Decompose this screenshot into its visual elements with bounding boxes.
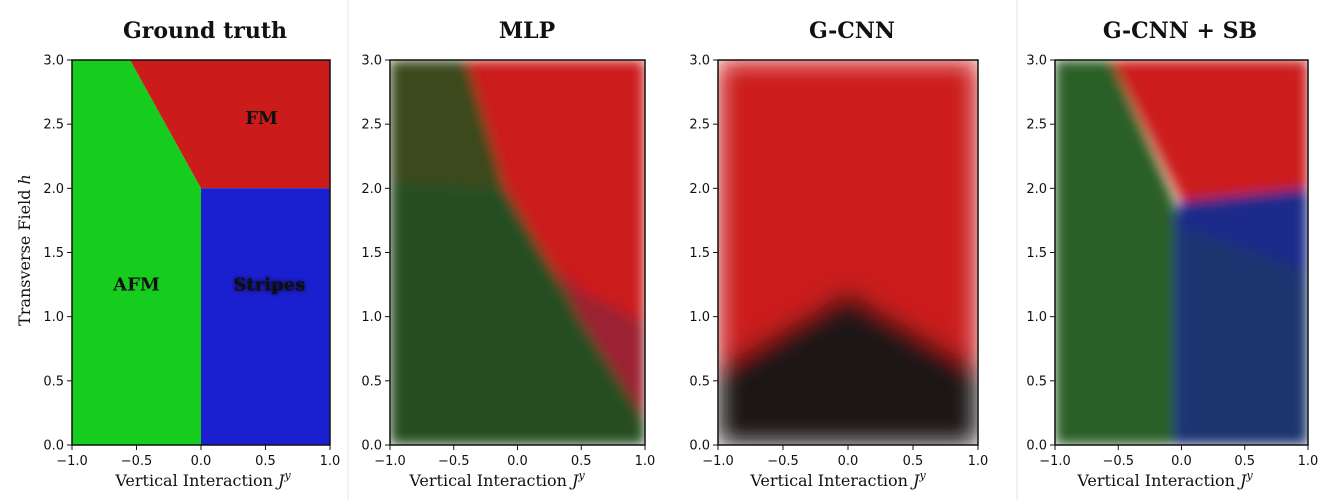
y-tick-label: 0.5	[1026, 374, 1047, 389]
plot-area: −1.0 −0.5 0.0 0.5 1.0 0.0 0.5 1.0 1.5 2.0 2.5 3.0	[689, 54, 988, 470]
x-tick-label: −0.5	[1102, 454, 1134, 469]
y-tick-label: 3.0	[689, 54, 710, 69]
region-label: FM	[245, 108, 278, 129]
x-tick-label: −0.5	[121, 454, 153, 469]
x-tick-label: −1.0	[1039, 454, 1071, 469]
y-tick-label: 2.5	[1026, 118, 1047, 133]
x-axis-label: Vertical Interaction Jy	[408, 469, 585, 490]
x-axis-label: Vertical Interaction Jy	[114, 469, 291, 490]
region-green	[390, 181, 645, 445]
y-tick-label: 0.0	[361, 439, 382, 454]
y-tick-label: 2.0	[689, 182, 710, 197]
chart-title: G-CNN + SB	[1103, 18, 1257, 44]
y-tick-label: 3.0	[43, 54, 64, 69]
x-tick-label: −1.0	[56, 454, 88, 469]
panel-mlp: MLP −1.0 −0.5 0.0 0.5 1.0 0.0 0.5 1.0 1.5 2.0 2.5 3…	[361, 18, 655, 490]
chart-title: Ground truth	[123, 18, 287, 44]
y-tick-label: 1.5	[43, 246, 64, 261]
x-tick-label: 1.0	[635, 454, 656, 469]
y-tick-label: 1.5	[361, 246, 382, 261]
y-tick-label: 1.5	[1026, 246, 1047, 261]
chart-title: G-CNN	[809, 18, 895, 44]
x-tick-label: 0.0	[191, 454, 212, 469]
y-tick-label: 1.0	[689, 310, 710, 325]
y-tick-label: 2.5	[43, 118, 64, 133]
y-axis-label: Transverse Field h	[15, 174, 34, 326]
y-tick-label: 2.0	[1026, 182, 1047, 197]
heatmap-regions	[718, 60, 978, 445]
y-tick-label: 2.5	[361, 118, 382, 133]
x-tick-label: −1.0	[702, 454, 734, 469]
region-dark	[718, 291, 978, 445]
heatmap-regions	[390, 60, 645, 445]
x-tick-label: −0.5	[438, 454, 470, 469]
region-label: Stripes	[233, 275, 305, 296]
x-tick-label: 0.5	[255, 454, 276, 469]
y-tick-label: 2.5	[689, 118, 710, 133]
x-tick-label: 0.0	[1171, 454, 1192, 469]
heatmap-regions	[1055, 60, 1308, 445]
y-tick-label: 3.0	[1026, 54, 1047, 69]
y-tick-label: 0.5	[43, 374, 64, 389]
x-tick-label: −0.5	[767, 454, 799, 469]
x-tick-label: −1.0	[374, 454, 406, 469]
plot-area: AFM FM Stripes −1.0 −0.5 0.0 0.5 1.0 0.0 0.5 1.0 1.…	[43, 54, 340, 470]
region-label: AFM	[112, 275, 160, 296]
region-blue-lower	[1181, 226, 1308, 445]
y-tick-label: 0.5	[361, 374, 382, 389]
region-maroon	[555, 265, 645, 420]
y-tick-label: 1.0	[43, 310, 64, 325]
plot-area: −1.0 −0.5 0.0 0.5 1.0 0.0 0.5 1.0 1.5 2.0 2.5 3.0	[361, 54, 655, 470]
region-afm	[72, 60, 201, 445]
panel-ground-truth: Ground truth AFM FM Stripes −1.0 −0.5 0.0 0.5 1…	[15, 18, 340, 490]
y-tick-label: 0.0	[1026, 439, 1047, 454]
y-tick-label: 1.0	[361, 310, 382, 325]
chart-title: MLP	[499, 18, 555, 44]
y-tick-label: 1.0	[1026, 310, 1047, 325]
x-tick-label: 0.0	[838, 454, 859, 469]
y-tick-label: 1.5	[689, 246, 710, 261]
panel-gcnn: G-CNN −1.0 −0.5 0.0 0.5 1.0 0.0 0.5 1.0 1.5 2.0 2.…	[689, 18, 988, 490]
panel-gcnn-sb: G-CNN + SB −1.0 −0.5 0.0 0.5 1.0 0.0 0.5 1.0 1.5…	[1026, 18, 1318, 490]
x-tick-label: 1.0	[1298, 454, 1319, 469]
y-tick-label: 2.0	[43, 182, 64, 197]
region-green	[1055, 60, 1176, 445]
plot-area: −1.0 −0.5 0.0 0.5 1.0 0.0 0.5 1.0 1.5 2.0 2.5 3.0	[1026, 54, 1318, 470]
heatmap-regions	[72, 60, 330, 445]
x-tick-label: 0.5	[571, 454, 592, 469]
region-red	[1111, 60, 1308, 202]
x-tick-label: 0.5	[903, 454, 924, 469]
region-fm	[130, 60, 330, 189]
y-tick-label: 0.5	[689, 374, 710, 389]
region-stripes	[201, 188, 330, 445]
x-tick-label: 0.0	[507, 454, 528, 469]
y-tick-label: 3.0	[361, 54, 382, 69]
x-tick-label: 0.5	[1234, 454, 1255, 469]
x-tick-label: 1.0	[968, 454, 989, 469]
region-olive	[390, 60, 505, 189]
x-tick-label: 1.0	[320, 454, 341, 469]
x-axis-label: Vertical Interaction Jy	[1076, 469, 1253, 490]
y-tick-label: 0.0	[43, 439, 64, 454]
y-tick-label: 0.0	[689, 439, 710, 454]
x-axis-label: Vertical Interaction Jy	[749, 469, 926, 490]
y-tick-label: 2.0	[361, 182, 382, 197]
